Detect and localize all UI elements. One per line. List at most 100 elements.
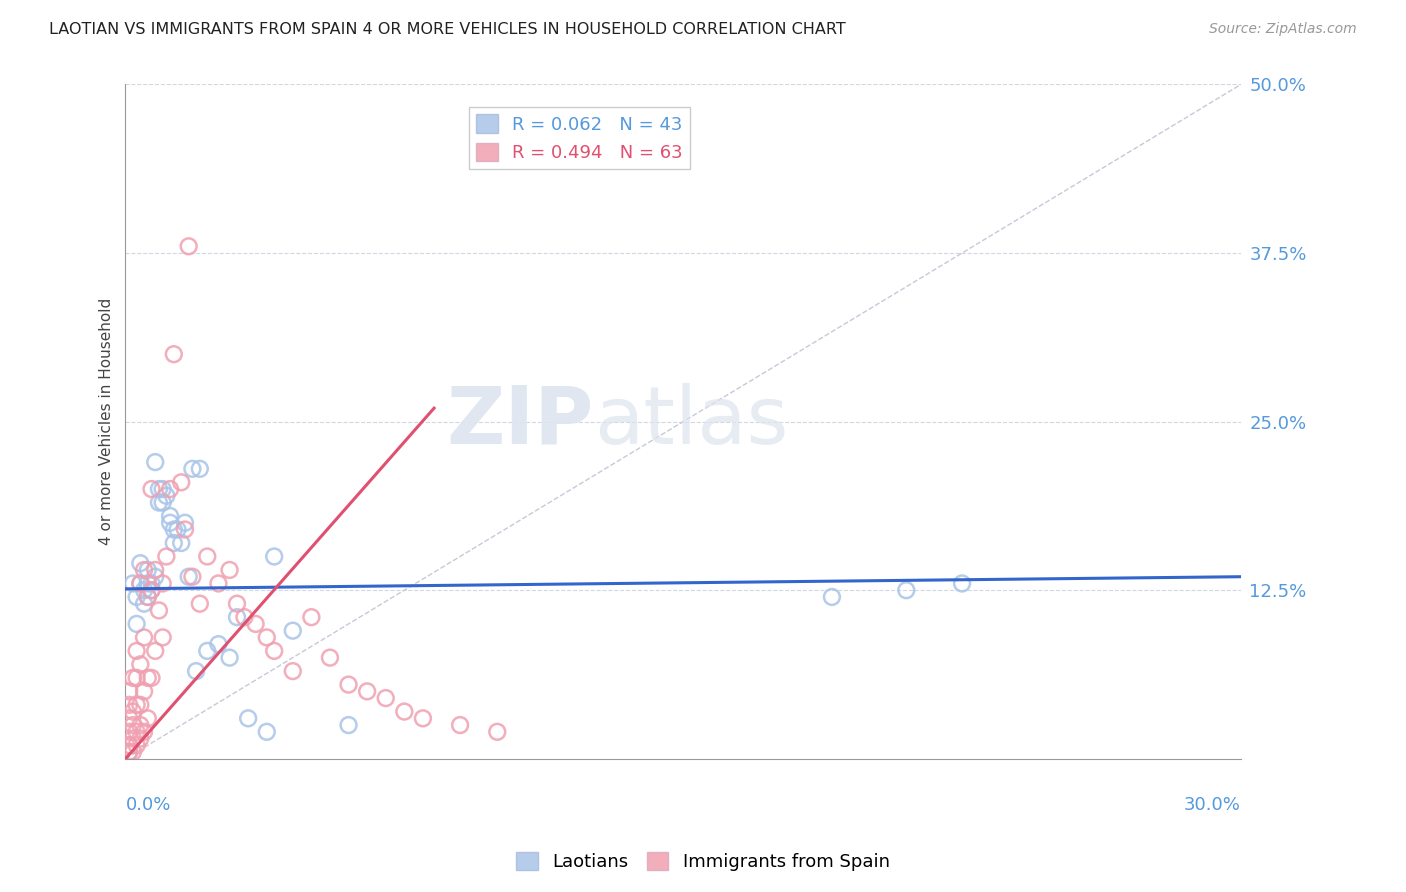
Point [125, 616, 148, 631]
Point [374, 691, 396, 706]
Point [122, 718, 145, 732]
Point [118, 684, 141, 698]
Point [132, 684, 155, 698]
Legend: Laotians, Immigrants from Spain: Laotians, Immigrants from Spain [509, 845, 897, 879]
Point [950, 576, 973, 591]
Point [155, 489, 177, 503]
Point [299, 610, 322, 624]
Point [118, 698, 141, 712]
Point [129, 698, 152, 712]
Point [143, 644, 166, 658]
Point [281, 624, 304, 638]
Point [174, 516, 197, 530]
Point [356, 684, 378, 698]
Point [122, 731, 145, 746]
Point [486, 724, 509, 739]
Point [256, 724, 278, 739]
Point [181, 570, 204, 584]
Text: atlas: atlas [593, 383, 789, 460]
Point [148, 482, 170, 496]
Point [394, 705, 416, 719]
Point [136, 671, 159, 685]
Point [188, 597, 211, 611]
Point [125, 644, 148, 658]
Point [337, 677, 360, 691]
Point [218, 563, 240, 577]
Point [125, 590, 148, 604]
Point [263, 549, 285, 564]
Point [281, 664, 304, 678]
Point [122, 745, 145, 759]
Point [155, 549, 177, 564]
Point [148, 495, 170, 509]
Point [449, 718, 471, 732]
Point [118, 739, 141, 753]
Point [141, 576, 163, 591]
Point [245, 616, 267, 631]
Point [226, 610, 249, 624]
Text: Source: ZipAtlas.com: Source: ZipAtlas.com [1209, 22, 1357, 37]
Point [143, 570, 166, 584]
Point [141, 583, 163, 598]
Point [129, 576, 152, 591]
Text: LAOTIAN VS IMMIGRANTS FROM SPAIN 4 OR MORE VEHICLES IN HOUSEHOLD CORRELATION CHA: LAOTIAN VS IMMIGRANTS FROM SPAIN 4 OR MO… [49, 22, 846, 37]
Point [136, 590, 159, 604]
Point [132, 724, 155, 739]
Y-axis label: 4 or more Vehicles in Household: 4 or more Vehicles in Household [100, 298, 114, 545]
Point [129, 731, 152, 746]
Text: 0.0%: 0.0% [125, 796, 172, 814]
Point [184, 664, 207, 678]
Point [177, 570, 200, 584]
Point [238, 711, 260, 725]
Point [125, 739, 148, 753]
Point [143, 455, 166, 469]
Point [218, 650, 240, 665]
Point [337, 718, 360, 732]
Point [195, 644, 218, 658]
Point [148, 603, 170, 617]
Point [136, 563, 159, 577]
Point [136, 576, 159, 591]
Point [136, 590, 159, 604]
Point [170, 536, 193, 550]
Point [152, 576, 174, 591]
Point [412, 711, 434, 725]
Point [125, 724, 148, 739]
Point [143, 563, 166, 577]
Point [177, 239, 200, 253]
Point [122, 576, 145, 591]
Point [159, 516, 181, 530]
Point [132, 597, 155, 611]
Point [129, 657, 152, 672]
Point [207, 637, 229, 651]
Point [141, 671, 163, 685]
Point [132, 563, 155, 577]
Point [125, 671, 148, 685]
Point [163, 347, 186, 361]
Point [226, 597, 249, 611]
Point [132, 631, 155, 645]
Point [118, 724, 141, 739]
Point [125, 698, 148, 712]
Text: 30.0%: 30.0% [1184, 796, 1241, 814]
Point [141, 583, 163, 598]
Point [129, 718, 152, 732]
Point [821, 590, 844, 604]
Point [233, 610, 256, 624]
Point [122, 705, 145, 719]
Point [132, 583, 155, 598]
Point [152, 495, 174, 509]
Point [207, 576, 229, 591]
Point [263, 644, 285, 658]
Point [166, 523, 188, 537]
Point [129, 556, 152, 570]
Point [896, 583, 918, 598]
Point [181, 462, 204, 476]
Point [319, 650, 342, 665]
Point [163, 536, 186, 550]
Point [118, 745, 141, 759]
Point [256, 631, 278, 645]
Point [122, 671, 145, 685]
Legend: R = 0.062   N = 43, R = 0.494   N = 63: R = 0.062 N = 43, R = 0.494 N = 63 [470, 107, 690, 169]
Point [159, 482, 181, 496]
